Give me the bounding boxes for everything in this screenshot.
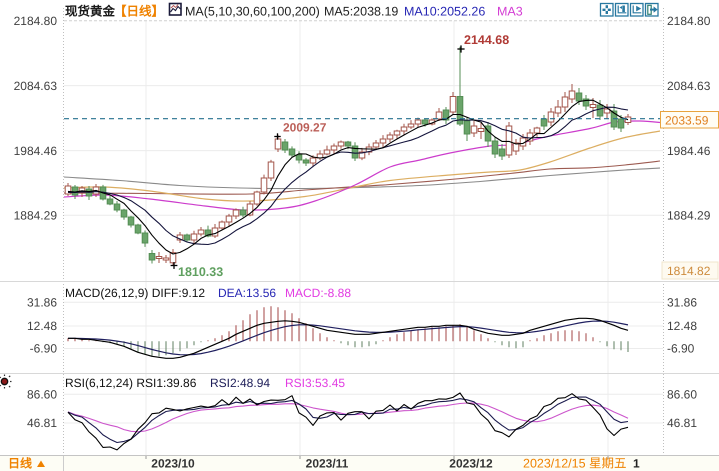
svg-text:1984.46: 1984.46 — [667, 144, 711, 158]
svg-text:【日线】: 【日线】 — [114, 5, 164, 19]
svg-text:2084.63: 2084.63 — [667, 79, 711, 93]
svg-text:RSI3:53.45: RSI3:53.45 — [285, 376, 345, 390]
svg-text:1: 1 — [633, 457, 640, 471]
svg-text:MACD:-8.88: MACD:-8.88 — [285, 286, 351, 300]
svg-text:2184.80: 2184.80 — [667, 14, 711, 28]
svg-text:RSI(6,12,24) RSI1:39.86: RSI(6,12,24) RSI1:39.86 — [65, 376, 197, 390]
svg-text:2023/11: 2023/11 — [306, 457, 349, 471]
svg-text:1814.82: 1814.82 — [667, 264, 711, 278]
svg-text:现货黄金: 现货黄金 — [65, 5, 116, 19]
svg-text:MA3: MA3 — [497, 5, 523, 19]
svg-text:31.86: 31.86 — [667, 296, 697, 310]
svg-text:1884.29: 1884.29 — [14, 209, 58, 223]
svg-text:46.81: 46.81 — [667, 416, 697, 430]
svg-text:31.86: 31.86 — [27, 296, 57, 310]
svg-text:-6.90: -6.90 — [30, 342, 58, 356]
svg-text:DEA:13.56: DEA:13.56 — [218, 286, 276, 300]
svg-text:MA5:2038.19: MA5:2038.19 — [324, 5, 398, 19]
svg-text:12.48: 12.48 — [667, 319, 697, 333]
svg-text:1884.29: 1884.29 — [667, 209, 711, 223]
svg-text:2184.80: 2184.80 — [14, 14, 58, 28]
svg-text:RSI2:48.94: RSI2:48.94 — [210, 376, 270, 390]
svg-text:2084.63: 2084.63 — [14, 79, 58, 93]
svg-text:2023/12: 2023/12 — [449, 457, 493, 471]
svg-text:2033.59: 2033.59 — [665, 113, 709, 127]
svg-text:46.81: 46.81 — [27, 416, 57, 430]
svg-text:-6.90: -6.90 — [667, 342, 695, 356]
svg-text:2144.68: 2144.68 — [464, 33, 509, 47]
svg-text:MA10:2052.26: MA10:2052.26 — [404, 5, 485, 19]
svg-text:1810.33: 1810.33 — [178, 265, 223, 279]
svg-text:1984.46: 1984.46 — [14, 144, 58, 158]
svg-text:12.48: 12.48 — [27, 319, 57, 333]
svg-text:86.60: 86.60 — [667, 388, 697, 402]
svg-text:日线: 日线 — [8, 457, 32, 471]
svg-text:2023/10: 2023/10 — [151, 457, 195, 471]
svg-text:2023/12/15 星期五: 2023/12/15 星期五 — [523, 457, 627, 471]
svg-text:MACD(26,12,9) DIFF:9.12: MACD(26,12,9) DIFF:9.12 — [65, 286, 205, 300]
svg-text:86.60: 86.60 — [27, 388, 57, 402]
svg-text:2009.27: 2009.27 — [283, 121, 327, 135]
svg-text:MA(5,10,30,60,100,200): MA(5,10,30,60,100,200) — [185, 5, 320, 19]
